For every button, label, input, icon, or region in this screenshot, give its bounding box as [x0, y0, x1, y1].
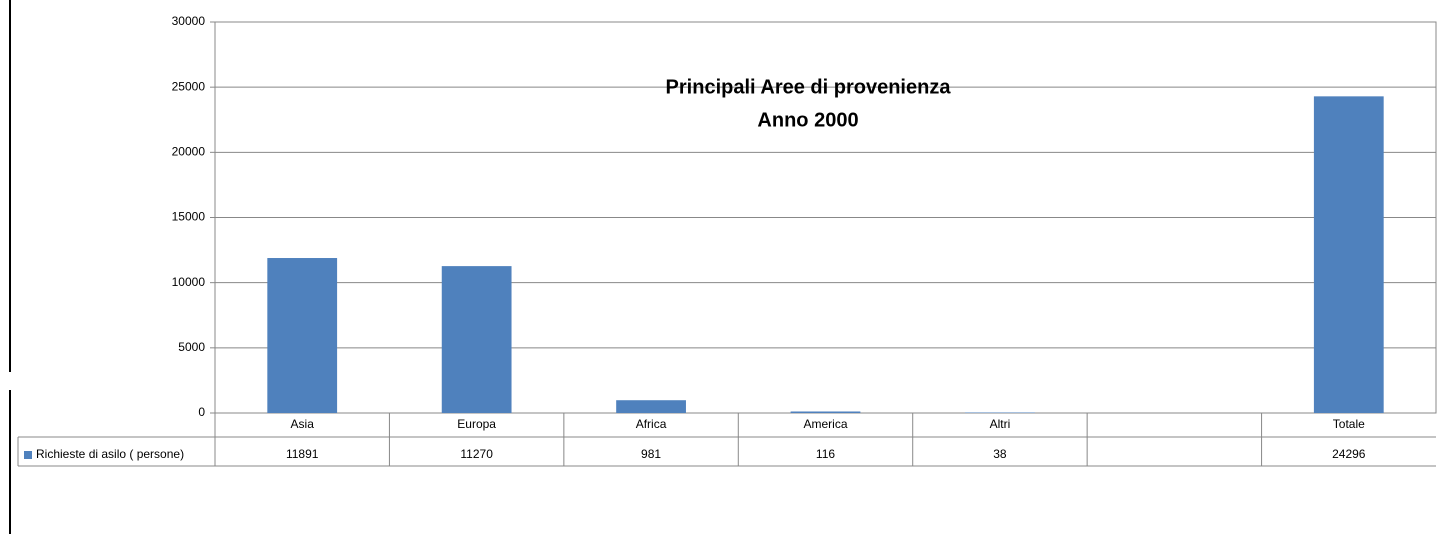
y-tick-label: 15000 — [172, 210, 206, 224]
y-tick-label: 0 — [198, 405, 205, 419]
y-tick-label: 25000 — [172, 79, 206, 93]
x-tick-label: Asia — [291, 417, 315, 431]
x-tick-label: Altri — [990, 417, 1011, 431]
bar — [790, 411, 861, 413]
x-tick-label: Totale — [1333, 417, 1365, 431]
bar — [441, 266, 512, 413]
y-tick-label: 30000 — [172, 14, 206, 28]
table-value: 11891 — [286, 447, 319, 461]
table-value: 116 — [816, 447, 835, 461]
bar — [267, 258, 338, 413]
x-tick-label: America — [803, 417, 847, 431]
bar — [616, 400, 686, 413]
x-tick-label: Africa — [636, 417, 667, 431]
chart-title: Principali Aree di provenienza — [666, 76, 952, 98]
table-value: 11270 — [460, 447, 493, 461]
legend-label: Richieste di asilo ( persone) — [36, 447, 184, 461]
y-tick-label: 20000 — [172, 145, 206, 159]
bar — [1313, 96, 1384, 413]
chart-subtitle: Anno 2000 — [757, 109, 858, 131]
x-tick-label: Europa — [457, 417, 496, 431]
y-tick-label: 5000 — [178, 340, 205, 354]
table-value: 38 — [993, 447, 1007, 461]
table-value: 981 — [641, 447, 661, 461]
table-value: 24296 — [1332, 447, 1366, 461]
legend-swatch — [24, 451, 32, 459]
y-tick-label: 10000 — [172, 275, 206, 289]
